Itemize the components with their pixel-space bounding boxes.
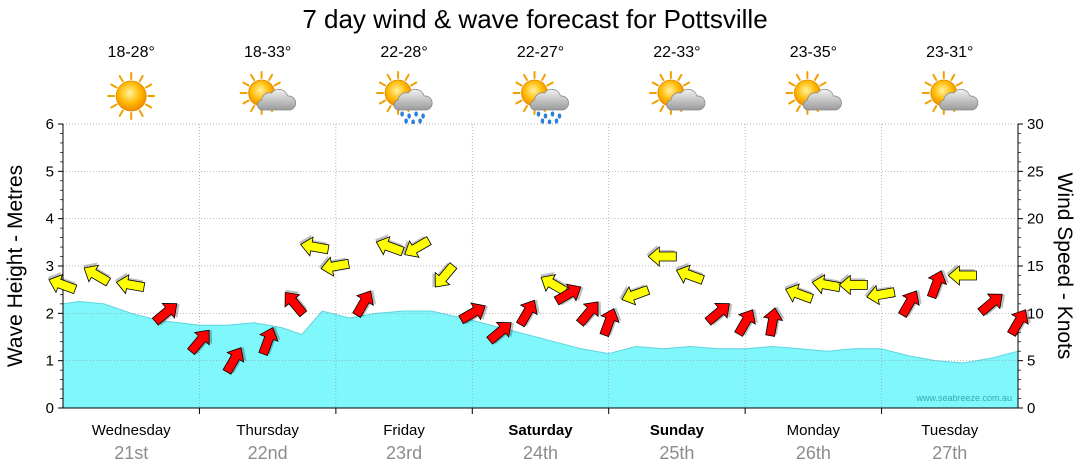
temperature-row: 18-28° 18-33° 22-28° 22-27° 22-33° 23-35° 23-3… [108,44,974,61]
wind-arrow [977,293,1006,317]
wind-arrow [675,262,705,285]
wind-arrows [47,234,1031,375]
wind-arrow [704,303,733,326]
wind-arrow [114,272,146,295]
wind-arrow [352,290,377,318]
right-tick-label: 25 [1027,163,1044,180]
temperature-label: 23-35° [790,44,837,61]
wind-arrow [646,245,677,267]
date-label: 22nd [248,443,288,463]
wind-arrow [318,255,350,277]
day-label: Friday [383,422,425,439]
rain-icon [376,71,433,125]
wind-arrow [926,269,949,300]
wind-arrow [222,346,247,375]
wind-arrow [432,262,458,288]
wind-arrow [486,322,514,345]
wave-height-area [63,301,1018,408]
left-tick-label: 4 [46,211,54,228]
right-tick-label: 5 [1027,353,1035,370]
wind-arrow [83,262,112,287]
chart-title: 7 day wind & wave forecast for Pottsvill… [302,4,767,34]
watermark: www.seabreeze.com.au [915,393,1012,403]
day-label: Monday [787,422,841,439]
right-tick-label: 0 [1027,400,1035,417]
wind-arrow [864,284,896,306]
wind-arrow [515,299,540,328]
right-tick-label: 20 [1027,211,1044,228]
wind-arrow [734,309,759,337]
date-label: 27th [932,443,967,463]
wind-arrow [375,234,405,257]
partly-cloudy-icon [648,71,706,115]
wind-arrow [837,273,868,296]
wind-arrow [553,283,584,306]
sun-icon [107,72,156,120]
temperature-label: 23-31° [926,44,973,61]
wind-arrow [784,281,814,304]
rain-icon [512,71,569,125]
left-tick-label: 2 [46,305,54,322]
day-label: Wednesday [92,422,171,439]
left-axis-title: Wave Height - Metres [4,165,27,367]
wind-arrow [187,329,213,356]
wind-arrow [284,289,308,318]
left-tick-label: 3 [46,258,54,275]
date-label: 21st [114,443,148,463]
day-label: Thursday [236,422,299,439]
wind-arrow [540,271,569,296]
right-axis-title: Wind Speed - Knots [1053,173,1076,360]
x-axis-labels: Wednesday 21st Thursday 22nd Friday 23rd Satur… [92,422,979,463]
day-label: Saturday [508,422,573,439]
partly-cloudy-icon [785,71,842,115]
axes: 0 1 2 3 4 5 6 0 5 10 15 20 25 30 [46,116,1044,417]
temperature-label: 22-33° [653,44,700,61]
wind-arrow [47,272,78,295]
right-tick-label: 10 [1027,305,1044,322]
wind-arrow [575,301,601,327]
wind-arrow [401,235,432,258]
date-label: 26th [796,443,831,463]
left-tick-label: 0 [46,400,54,417]
wind-arrow [762,306,785,337]
wind-arrow [258,326,281,356]
day-label: Tuesday [921,422,978,439]
left-tick-label: 6 [46,116,54,133]
day-label: Sunday [650,422,705,439]
weather-icons [107,71,979,125]
date-label: 24th [523,443,558,463]
wind-arrow [619,284,651,306]
wind-arrow [299,234,330,257]
temperature-label: 18-28° [108,44,155,61]
partly-cloudy-icon [239,71,297,115]
wind-arrow [599,307,622,338]
wind-arrow [897,290,922,318]
right-tick-label: 30 [1027,116,1044,133]
temperature-label: 22-28° [380,44,427,61]
wind-arrow [1007,309,1031,337]
date-label: 25th [659,443,694,463]
partly-cloudy-icon [921,71,979,115]
right-tick-label: 15 [1027,258,1044,275]
date-label: 23rd [386,443,422,463]
wind-arrow [151,303,180,326]
grid [63,123,1018,408]
wind-arrow [810,272,842,295]
wind-arrow [458,302,489,325]
left-tick-label: 1 [46,353,54,370]
temperature-label: 22-27° [517,44,564,61]
wind-arrow [946,264,977,286]
left-tick-label: 5 [46,163,54,180]
temperature-label: 18-33° [244,44,291,61]
